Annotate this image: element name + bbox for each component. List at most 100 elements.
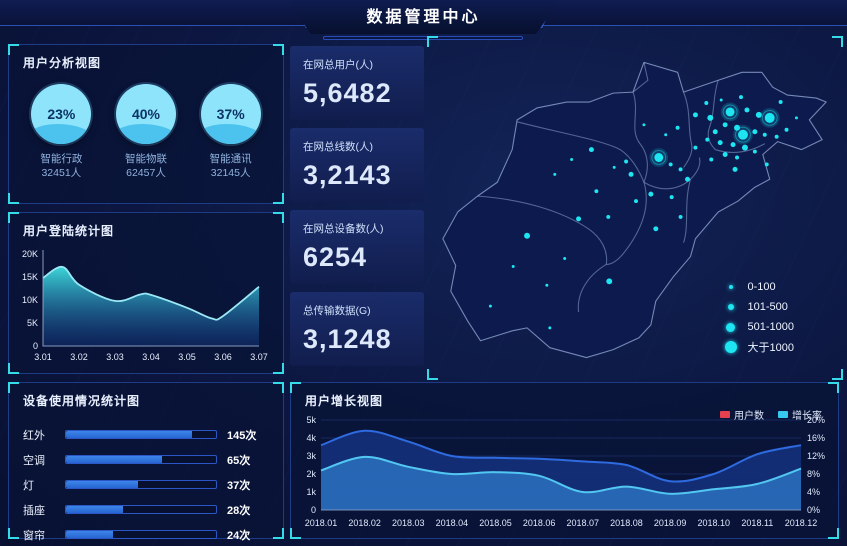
svg-text:2018.11: 2018.11 <box>741 518 773 528</box>
svg-text:0%: 0% <box>807 505 820 515</box>
map-legend-dot <box>724 341 737 353</box>
kpi-value: 3,2143 <box>303 160 392 190</box>
bar-value: 37次 <box>227 479 251 492</box>
svg-text:4%: 4% <box>807 487 820 497</box>
svg-text:2018.05: 2018.05 <box>479 518 512 528</box>
bar-fill <box>66 506 123 513</box>
svg-text:2k: 2k <box>306 469 316 479</box>
bar-fill <box>66 531 113 538</box>
gauge-percent: 23% <box>47 106 76 122</box>
svg-text:3.07: 3.07 <box>250 352 268 362</box>
kpi-label: 总传输数据(G) <box>303 305 371 317</box>
panel-title: 用户登陆统计图 <box>23 224 115 238</box>
svg-text:3k: 3k <box>306 451 316 461</box>
svg-text:3.04: 3.04 <box>142 352 160 362</box>
svg-text:5K: 5K <box>27 318 38 328</box>
map-legend-item: 501-1000 <box>722 317 794 337</box>
corner-bracket-tr <box>273 44 284 55</box>
bar-label: 空调 <box>23 454 45 467</box>
gauge-count: 32451人 <box>41 167 82 180</box>
svg-text:3.01: 3.01 <box>34 352 52 362</box>
gauge-wave <box>200 124 261 144</box>
svg-text:2018.01: 2018.01 <box>305 518 338 528</box>
corner-bracket-br <box>273 193 284 204</box>
svg-text:2018.09: 2018.09 <box>654 518 687 528</box>
gauge-name: 智能行政 <box>40 153 83 165</box>
corner-bracket-br <box>273 363 284 374</box>
svg-text:0: 0 <box>311 505 316 515</box>
kpi-value: 5,6482 <box>303 78 392 108</box>
corner-bracket-tl <box>427 36 438 47</box>
province-map <box>442 61 827 359</box>
gauge-item: 23% 智能行政 32451人 <box>31 84 92 180</box>
device-bar-chart: 红外 145次 空调 65次灯 37次 插座 28次 窗帘 24次 <box>9 412 283 546</box>
bar-label: 灯 <box>23 479 34 492</box>
kpi-card: 在网总用户(人) 5,6482 <box>290 46 424 120</box>
svg-text:3.06: 3.06 <box>214 352 232 362</box>
corner-bracket-tr <box>828 382 839 393</box>
kpi-value: 3,1248 <box>303 324 392 354</box>
map-legend: 0-100 101-500 501-1000 大于1000 <box>722 277 795 357</box>
map-legend-dot-cell <box>722 322 740 332</box>
liquid-gauge: 40% <box>115 84 176 144</box>
bar-value: 145次 <box>227 429 257 442</box>
bar-row: 窗帘 24次 <box>23 522 269 546</box>
corner-bracket-tr <box>273 212 284 223</box>
corner-bracket-bl <box>8 363 19 374</box>
svg-text:12%: 12% <box>807 451 825 461</box>
svg-text:16%: 16% <box>807 433 825 443</box>
gauge-row: 23% 智能行政 32451人 40% 智能物联 62457人 37% 智能通讯 32145人 <box>9 74 283 180</box>
bar-fill <box>66 456 162 463</box>
kpi-value: 6254 <box>303 242 368 272</box>
corner-bracket-bl <box>290 528 301 539</box>
legend-item-增长率[interactable]: 增长率 <box>778 407 822 422</box>
panel-title: 用户增长视图 <box>305 394 384 408</box>
svg-text:10K: 10K <box>22 295 38 305</box>
svg-text:20K: 20K <box>22 249 38 259</box>
map-legend-label: 大于1000 <box>747 342 794 354</box>
bar-row: 红外 145次 <box>23 422 269 447</box>
svg-text:2018.02: 2018.02 <box>348 518 381 528</box>
page-title: 数据管理中心 <box>366 9 481 26</box>
kpi-label: 在网总线数(人) <box>303 141 373 153</box>
bar-value: 28次 <box>227 504 251 517</box>
growth-area-chart: 0 1k 2k 3k 4k 5k 0% 4% 8% 12% 16% 20% 2018.01 2018.02… <box>305 415 825 528</box>
kpi-card: 在网总线数(人) 3,2143 <box>290 128 424 202</box>
gauge-percent: 37% <box>216 106 245 122</box>
svg-text:2018.08: 2018.08 <box>610 518 643 528</box>
bar-track <box>65 480 217 489</box>
kpi-label: 在网总用户(人) <box>303 59 373 71</box>
svg-text:5k: 5k <box>306 415 316 425</box>
bar-label: 插座 <box>23 504 45 517</box>
map-legend-dot-cell <box>722 285 740 289</box>
bar-row: 插座 28次 <box>23 497 269 522</box>
svg-text:0: 0 <box>33 341 38 351</box>
legend-label: 用户数 <box>734 411 764 422</box>
kpi-card: 总传输数据(G) 3,1248 <box>290 292 424 366</box>
legend-label: 增长率 <box>792 411 822 422</box>
gauge-name: 智能物联 <box>124 153 167 165</box>
legend-swatch <box>720 411 730 418</box>
bar-fill <box>66 481 138 488</box>
corner-bracket-bl <box>8 193 19 204</box>
gauge-count: 62457人 <box>126 167 166 180</box>
gauge-label: 智能通讯 32145人 <box>210 152 252 180</box>
corner-bracket-br <box>832 369 843 380</box>
svg-text:2018.04: 2018.04 <box>436 518 469 528</box>
gauge-label: 智能行政 32451人 <box>40 152 82 180</box>
corner-bracket-tl <box>290 382 301 393</box>
panel-user-analysis: 用户分析视图 23% 智能行政 32451人 40% 智能物联 62457人 37% 智能通讯… <box>8 44 284 204</box>
gauge-name: 智能通讯 <box>209 153 252 165</box>
gauge-label: 智能物联 62457人 <box>125 152 167 180</box>
legend-item-用户数[interactable]: 用户数 <box>720 407 764 422</box>
bar-track <box>65 455 217 464</box>
svg-text:8%: 8% <box>807 469 820 479</box>
corner-bracket-br <box>273 528 284 539</box>
map-legend-item: 0-100 <box>722 277 795 297</box>
map-legend-dot <box>726 322 735 332</box>
map-legend-item: 101-500 <box>722 297 795 317</box>
svg-text:2018.12: 2018.12 <box>785 518 818 528</box>
liquid-gauge: 23% <box>31 84 92 144</box>
kpi-label: 在网总设备数(人) <box>303 223 384 235</box>
